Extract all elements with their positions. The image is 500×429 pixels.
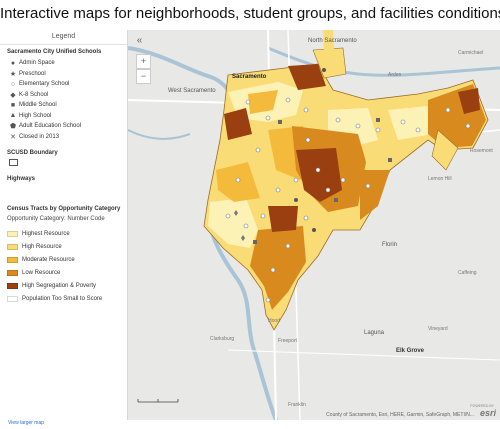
- category-swatch: [7, 243, 18, 250]
- label-clarksburg: Clarksburg: [210, 336, 235, 342]
- american-river: [267, 46, 500, 77]
- school-legend-row: ▲ High School: [7, 111, 127, 122]
- powered-by-label: POWERED BY: [470, 404, 494, 408]
- label-west-sacramento: West Sacramento: [168, 88, 216, 94]
- census-section-title: Census Tracts by Opportunity Category: [7, 206, 121, 212]
- school-markers-square[interactable]: [253, 118, 392, 244]
- category-swatch: [7, 230, 18, 237]
- legend-header: Legend: [0, 30, 127, 45]
- label-caffeing: Caffeing: [458, 270, 477, 276]
- label-florin: Florin: [382, 242, 398, 248]
- category-swatch: [7, 282, 18, 289]
- school-markers-diamond[interactable]: [234, 210, 245, 241]
- census-legend-list: Highest Resource High Resource Moderate Re…: [0, 227, 127, 305]
- category-label: High Segregation & Poverty: [22, 282, 97, 289]
- boundary-section-title: SCUSD Boundary: [7, 150, 58, 156]
- school-legend-label: Elementary School: [19, 81, 70, 88]
- category-swatch: [7, 269, 18, 276]
- school-markers-circle[interactable]: [294, 68, 326, 232]
- label-arden: Arden: [388, 72, 402, 78]
- school-legend-label: High School: [19, 112, 52, 119]
- census-legend-row: Moderate Resource: [7, 253, 127, 266]
- school-legend-label: Preschool: [19, 70, 46, 77]
- schools-legend-list: ● Admin Space ★ Preschool ○ Elementary School…: [0, 58, 127, 142]
- category-swatch: [7, 256, 18, 263]
- ship-channel: [128, 129, 191, 140]
- label-sacramento: Sacramento: [232, 74, 267, 80]
- school-legend-row: ★ Preschool: [7, 69, 127, 80]
- collapse-legend-button[interactable]: «: [136, 35, 143, 46]
- label-vineyard: Vineyard: [428, 326, 448, 332]
- census-subtitle: Opportunity Category: Number Code: [7, 216, 105, 222]
- school-legend-row: ■ Middle School: [7, 100, 127, 111]
- category-label: Population Too Small to Score: [22, 295, 103, 302]
- circle-outline-icon: ○: [10, 80, 16, 88]
- esri-logo[interactable]: esri: [479, 408, 496, 418]
- label-elk-grove: Elk Grove: [396, 348, 425, 354]
- label-laguna: Laguna: [364, 330, 385, 336]
- census-legend-row: Highest Resource: [7, 227, 127, 240]
- school-legend-label: Admin Space: [19, 60, 55, 67]
- triangle-icon: ▲: [9, 112, 17, 120]
- legend-title: Legend: [51, 33, 76, 40]
- map-canvas: [128, 30, 500, 420]
- school-legend-row: ✕ Closed in 2013: [7, 132, 127, 143]
- zoom-out-button[interactable]: −: [136, 69, 151, 84]
- scale-bar: [137, 399, 179, 403]
- school-legend-row: ● Admin Space: [7, 58, 127, 69]
- star-icon: ★: [9, 70, 17, 78]
- view-larger-map-link[interactable]: View larger map: [8, 420, 45, 426]
- category-label: High Resource: [22, 243, 62, 250]
- school-markers[interactable]: [225, 97, 471, 303]
- census-legend-row: Low Resource: [7, 266, 127, 279]
- school-legend-label: Adult Education School: [19, 123, 82, 130]
- legend-panel: Legend Sacramento City Unified Schools ●…: [0, 30, 128, 420]
- school-legend-row: ○ Elementary School: [7, 79, 127, 90]
- road-laguna: [227, 349, 500, 361]
- school-legend-label: Middle School: [19, 102, 57, 109]
- x-icon: ✕: [10, 133, 16, 141]
- school-legend-row: ⬟ Adult Education School: [7, 121, 127, 132]
- school-legend-label: K-8 School: [19, 91, 49, 98]
- page-headline: Interactive maps for neighborhoods, stud…: [0, 5, 500, 22]
- category-swatch: [7, 295, 18, 302]
- label-rosemont: Rosemont: [470, 148, 493, 154]
- school-legend-label: Closed in 2013: [19, 133, 60, 140]
- label-carmichael: Carmichael: [458, 50, 484, 56]
- census-legend-row: Population Too Small to Score: [7, 292, 127, 305]
- zoom-in-button[interactable]: +: [136, 54, 151, 69]
- label-franklin: Franklin: [288, 402, 306, 408]
- square-icon: ■: [10, 101, 16, 109]
- category-label: Low Resource: [22, 269, 61, 276]
- map-attribution[interactable]: County of Sacramento, Esri, HERE, Garmin…: [326, 412, 474, 418]
- label-freeport: Freeport: [278, 338, 297, 344]
- category-label: Highest Resource: [22, 230, 70, 237]
- census-legend-row: High Segregation & Poverty: [7, 279, 127, 292]
- diamond-icon: ◆: [10, 91, 16, 99]
- boundary-swatch: [9, 159, 18, 166]
- circle-icon: ●: [10, 59, 16, 67]
- schools-section-title: Sacramento City Unified Schools: [7, 49, 102, 55]
- census-legend-row: High Resource: [7, 240, 127, 253]
- label-hood: Hood: [268, 318, 280, 324]
- map-view[interactable]: « + − Sacramento North Sacramento West S…: [128, 30, 500, 420]
- category-label: Moderate Resource: [22, 256, 75, 263]
- label-lemon-hill: Lemon Hill: [428, 176, 452, 182]
- label-north-sacramento: North Sacramento: [308, 38, 357, 44]
- pentagon-icon: ⬟: [9, 123, 17, 131]
- highways-section-title: Highways: [7, 176, 36, 182]
- school-legend-row: ◆ K-8 School: [7, 90, 127, 101]
